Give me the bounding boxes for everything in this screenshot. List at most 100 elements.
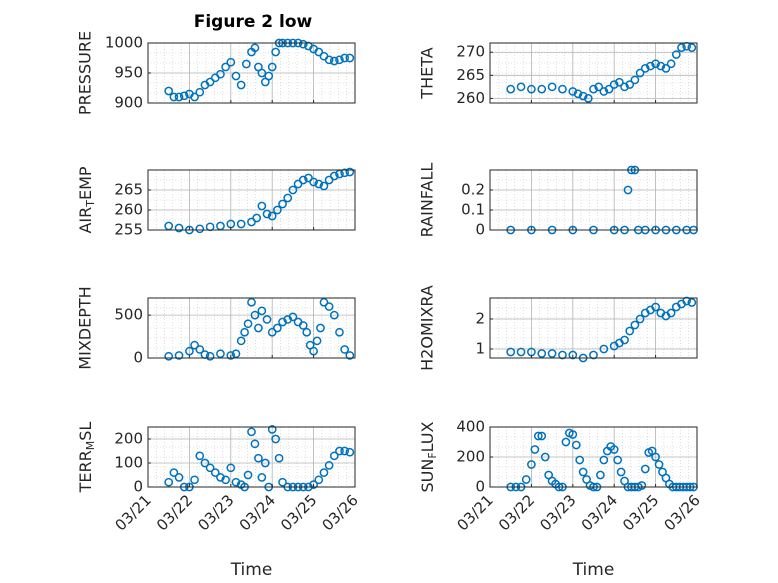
y-tick-label: 270 xyxy=(456,43,485,61)
data-point xyxy=(345,351,355,360)
x-tick-label: 03/24 xyxy=(236,491,279,534)
data-point xyxy=(620,335,629,345)
data-point xyxy=(205,351,215,361)
data-point xyxy=(345,53,355,63)
data-point xyxy=(547,82,557,92)
axes-box xyxy=(147,297,356,359)
subplot-h2omixra: 1 2 H2OMIXRA xyxy=(418,285,698,371)
data-point xyxy=(288,312,298,322)
subplot-theta: 260 265 270 THETA xyxy=(418,41,698,107)
data-point xyxy=(661,64,671,73)
data-point xyxy=(527,84,536,94)
data-point xyxy=(250,43,260,53)
data-point xyxy=(314,179,324,189)
data-point xyxy=(568,430,578,439)
data-point xyxy=(271,434,280,444)
data-point xyxy=(640,464,650,474)
data-point xyxy=(573,89,583,99)
data-point xyxy=(547,349,557,358)
x-axis-label: Time xyxy=(230,560,273,580)
axes-box xyxy=(147,169,356,231)
y-tick-label: 0 xyxy=(133,478,143,496)
x-tick-label: 03/23 xyxy=(536,491,579,534)
axes-box xyxy=(489,169,698,231)
data-point xyxy=(599,455,609,465)
data-point xyxy=(558,84,567,94)
data-point xyxy=(267,327,277,337)
data-point xyxy=(247,427,256,437)
data-point xyxy=(267,425,277,434)
data-point xyxy=(666,59,676,69)
x-tick-label: 03/22 xyxy=(153,491,196,534)
data-point xyxy=(319,297,329,307)
data-point xyxy=(278,199,287,209)
data-point xyxy=(319,181,329,191)
figure-title: Figure 2 low xyxy=(193,12,313,32)
data-point xyxy=(314,475,324,485)
data-point xyxy=(257,306,267,316)
data-point xyxy=(615,77,624,87)
y-tick-label: 0 xyxy=(133,349,143,367)
data-point xyxy=(329,451,339,461)
data-point xyxy=(345,447,355,457)
data-point xyxy=(540,452,550,462)
axes-box xyxy=(147,426,356,488)
y-axis-label: SUNFLUX xyxy=(418,421,440,492)
data-point xyxy=(174,92,184,102)
data-point xyxy=(288,185,298,195)
data-point xyxy=(345,167,355,177)
data-point xyxy=(521,475,531,484)
x-tick-label: 03/21 xyxy=(454,491,497,534)
data-point xyxy=(190,340,199,350)
x-tick-label: 03/21 xyxy=(112,491,155,534)
axes-box xyxy=(489,42,698,104)
data-point xyxy=(677,43,686,52)
data-point xyxy=(257,201,267,211)
data-point xyxy=(324,461,334,470)
data-point xyxy=(179,91,189,101)
y-tick-label: 1 xyxy=(475,340,485,358)
data-point xyxy=(226,351,236,360)
data-point xyxy=(324,55,334,65)
y-axis-label: TERRMSL xyxy=(76,422,98,494)
data-point xyxy=(236,80,246,90)
y-tick-label: 950 xyxy=(114,64,143,82)
y-tick-label: 100 xyxy=(114,454,143,472)
subplot-mixdepth: 0 500 MIXDEPTH xyxy=(76,286,356,370)
x-tick-label: 03/22 xyxy=(495,491,538,534)
data-point xyxy=(583,94,593,103)
data-point xyxy=(169,92,179,102)
y-tick-label: 260 xyxy=(114,201,143,219)
data-point xyxy=(236,219,246,229)
data-point xyxy=(195,87,205,97)
data-point xyxy=(254,453,263,463)
data-point xyxy=(516,82,526,92)
x-tick-label: 03/26 xyxy=(319,491,362,534)
data-point xyxy=(335,327,344,337)
data-point xyxy=(221,475,230,485)
data-point xyxy=(298,39,308,49)
data-point xyxy=(578,467,588,477)
data-point xyxy=(273,323,282,333)
data-point xyxy=(635,314,645,324)
data-point xyxy=(537,349,547,358)
data-point xyxy=(651,452,660,462)
data-point xyxy=(651,59,660,69)
data-point xyxy=(205,222,215,232)
y-tick-label: 0 xyxy=(475,221,485,239)
data-point xyxy=(324,302,334,311)
data-point xyxy=(609,445,619,454)
data-point xyxy=(216,69,225,79)
y-axis-label: AIRTEMP xyxy=(76,166,98,233)
data-point xyxy=(241,59,251,69)
data-point xyxy=(250,310,260,320)
data-point xyxy=(630,320,640,330)
data-point xyxy=(516,347,526,357)
y-tick-label: 400 xyxy=(456,418,485,436)
data-point xyxy=(262,315,272,324)
data-point xyxy=(613,455,623,465)
data-point xyxy=(578,91,588,101)
data-point xyxy=(309,480,318,489)
